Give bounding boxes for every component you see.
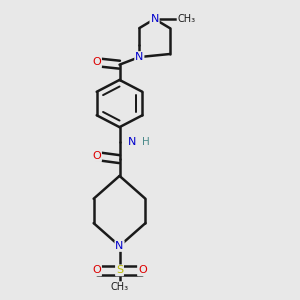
Text: N: N [135, 52, 143, 62]
Text: H: H [142, 137, 149, 147]
Text: CH₃: CH₃ [178, 14, 196, 24]
Text: O: O [92, 151, 101, 161]
Text: S: S [116, 266, 123, 275]
Text: N: N [128, 137, 136, 147]
Text: N: N [115, 241, 124, 251]
Text: CH₃: CH₃ [110, 282, 129, 292]
Text: O: O [138, 266, 147, 275]
Text: O: O [92, 57, 101, 67]
Text: O: O [92, 266, 101, 275]
Text: N: N [150, 14, 159, 24]
